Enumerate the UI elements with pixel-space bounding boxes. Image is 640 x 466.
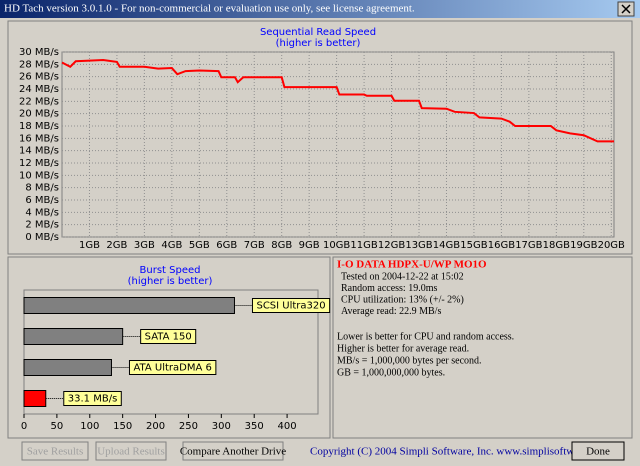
y-tick-label: 10 MB/s (19, 170, 59, 181)
bar-label: 33.1 MB/s (68, 394, 118, 405)
x-tick-label: 10GB (323, 240, 350, 251)
chart-title: Sequential Read Speed (260, 27, 376, 38)
x-tick-label: 100 (80, 421, 99, 432)
button (95, 441, 167, 461)
y-tick-label: 0 MB/s (25, 232, 59, 243)
bar (23, 328, 124, 345)
x-tick-label: 11GB (350, 240, 377, 251)
y-tick-label: 30 MB/s (19, 47, 59, 58)
bar-label: SCSI Ultra320 (256, 301, 325, 312)
x-tick-label: 17GB (515, 240, 542, 251)
x-tick-label: 0 (21, 421, 27, 432)
x-tick-label: 350 (245, 421, 264, 432)
x-tick-label: 50 (51, 421, 64, 432)
drive-detail: Tested on 2004-12-22 at 15:02 (341, 271, 464, 282)
button-label: Save Results (27, 446, 84, 458)
title-bar (0, 0, 640, 18)
x-tick-label: 3GB (134, 240, 155, 251)
drive-detail: Random access: 19.0ms (341, 283, 437, 294)
read-panel (7, 20, 633, 255)
x-tick-label: 200 (146, 421, 165, 432)
bar (23, 390, 47, 407)
drive-detail: Average read: 22.9 MB/s (341, 306, 441, 317)
button[interactable] (182, 441, 284, 461)
drive-detail: CPU utilization: 13% (+/- 2%) (341, 294, 464, 305)
x-tick-label: 15GB (460, 240, 487, 251)
button[interactable] (571, 441, 625, 461)
y-tick-label: 20 MB/s (19, 109, 59, 120)
window-title: HD Tach version 3.0.1.0 - For non-commer… (4, 3, 415, 15)
y-tick-label: 24 MB/s (19, 84, 59, 95)
button-label[interactable]: Compare Another Drive (180, 446, 286, 458)
y-tick-label: 22 MB/s (19, 96, 59, 107)
x-tick-label: 19GB (570, 240, 597, 251)
y-tick-label: 2 MB/s (25, 220, 59, 231)
x-tick-label: 18GB (543, 240, 570, 251)
copyright: Copyright (C) 2004 Simpli Software, Inc.… (310, 446, 610, 458)
button (21, 441, 89, 461)
x-tick-label: 12GB (378, 240, 405, 251)
x-tick-label: 6GB (216, 240, 237, 251)
x-tick-label: 4GB (161, 240, 182, 251)
label-box (140, 329, 197, 344)
x-tick-label: 9GB (299, 240, 320, 251)
x-tick-label: 7GB (244, 240, 265, 251)
y-tick-label: 16 MB/s (19, 133, 59, 144)
x-tick-label: 250 (179, 421, 198, 432)
x-tick-label: 8GB (271, 240, 292, 251)
x-tick-label: 1GB (79, 240, 100, 251)
x-tick-label: 20GB (598, 240, 625, 251)
y-tick-label: 6 MB/s (25, 195, 59, 206)
chart-title: Burst Speed (140, 265, 201, 276)
button-label: Upload Results (97, 446, 165, 458)
button-label[interactable]: Done (586, 446, 610, 458)
chart-subtitle: (higher is better) (128, 276, 213, 287)
drive-note: GB = 1,000,000,000 bytes. (337, 367, 445, 378)
x-tick-label: 16GB (488, 240, 515, 251)
bar (23, 297, 235, 314)
drive-note: Higher is better for average read. (337, 343, 469, 354)
x-tick-label: 14GB (433, 240, 460, 251)
y-tick-label: 26 MB/s (19, 72, 59, 83)
chart-subtitle: (higher is better) (276, 38, 361, 49)
x-tick-label: 150 (113, 421, 132, 432)
drive-note: Lower is better for CPU and random acces… (337, 331, 514, 342)
y-tick-label: 28 MB/s (19, 59, 59, 70)
x-tick-label: 13GB (405, 240, 432, 251)
drive-name: I-O DATA HDPX-U/WP MO1O (337, 259, 487, 271)
y-tick-label: 14 MB/s (19, 146, 59, 157)
x-tick-label: 400 (278, 421, 297, 432)
close-icon (621, 4, 631, 14)
info-panel (332, 256, 633, 439)
y-tick-label: 18 MB/s (19, 121, 59, 132)
bar-label: SATA 150 (145, 332, 192, 343)
read-line (61, 59, 614, 143)
label-box (251, 298, 331, 313)
x-tick-label: 5GB (189, 240, 210, 251)
y-tick-label: 12 MB/s (19, 158, 59, 169)
x-tick-label: 300 (212, 421, 231, 432)
bar-label: ATA UltraDMA 6 (133, 363, 211, 374)
drive-note: MB/s = 1,000,000 bytes per second. (337, 355, 482, 366)
label-box (63, 391, 122, 406)
y-tick-label: 8 MB/s (25, 183, 59, 194)
y-tick-label: 4 MB/s (25, 207, 59, 218)
bar (23, 359, 112, 376)
burst-panel (7, 256, 331, 439)
plot-area (61, 51, 615, 238)
x-tick-label: 2GB (106, 240, 127, 251)
label-box (128, 360, 217, 375)
